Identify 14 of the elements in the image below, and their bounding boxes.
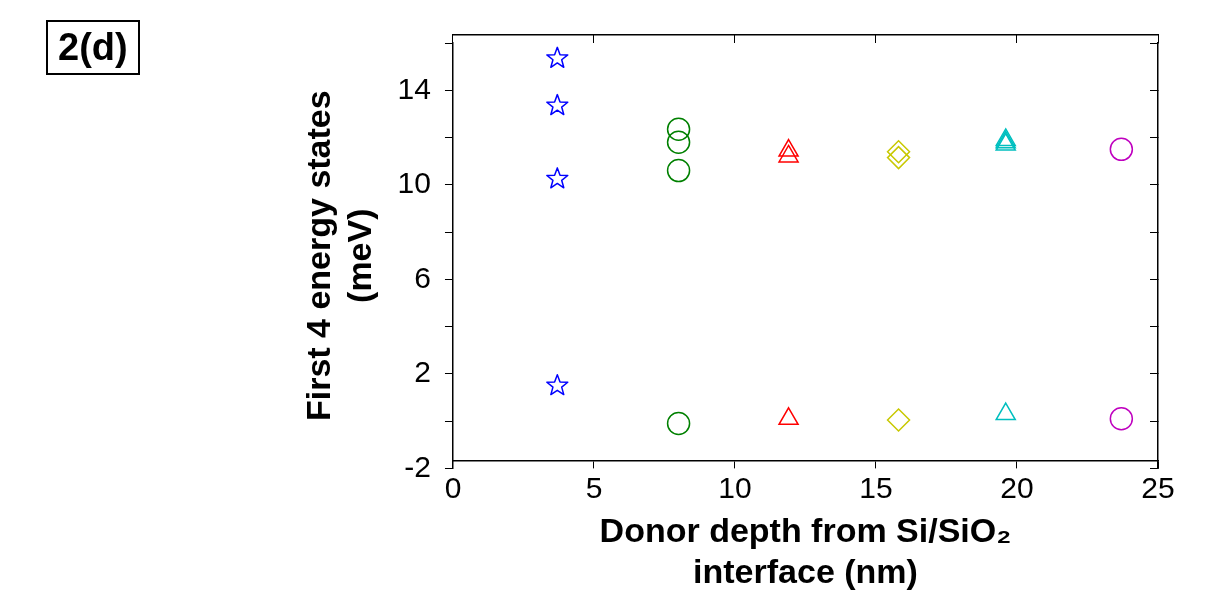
- x-tick-label: 25: [1141, 470, 1175, 504]
- text: 2(d): [46, 20, 140, 75]
- y-tick-label: 2: [414, 355, 431, 389]
- y-tick-label: -2: [404, 449, 431, 483]
- x-tick-label: 5: [585, 470, 603, 504]
- x-tick-label: 20: [1000, 470, 1034, 504]
- y-tick-label: 10: [397, 166, 431, 200]
- y-tick-label: 6: [414, 260, 431, 294]
- x-tick-label: 10: [718, 470, 752, 504]
- y-axis-title: First 4 energy states (meV): [298, 90, 378, 422]
- y-tick-label: 14: [397, 71, 431, 105]
- x-axis-title: Donor depth from Si/SiO₂ interface (nm): [599, 511, 1012, 590]
- x-tick-label: 15: [859, 470, 893, 504]
- x-tick-label: 0: [444, 470, 462, 504]
